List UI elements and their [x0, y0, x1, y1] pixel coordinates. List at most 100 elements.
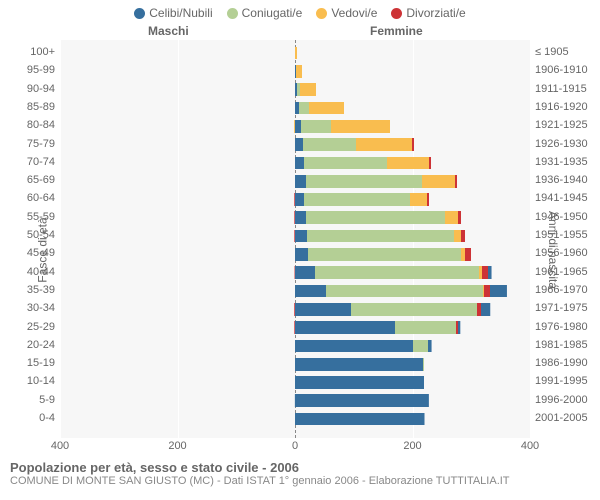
birth-label: 1911-1915: [535, 83, 600, 95]
column-headers: Maschi Femmine: [0, 24, 600, 40]
age-label: 20-24: [5, 339, 55, 351]
bar-seg-divorced: [458, 211, 461, 224]
birth-label: ≤ 1905: [535, 46, 600, 58]
birth-label: 1956-1960: [535, 247, 600, 259]
legend-item: Divorziati/e: [391, 6, 465, 20]
bar-seg-married: [306, 211, 446, 224]
bar-seg-divorced: [456, 321, 458, 334]
birth-label: 1936-1940: [535, 174, 600, 186]
age-label: 45-49: [5, 247, 55, 259]
bar-seg-married: [303, 138, 356, 151]
bar-seg-single: [295, 303, 351, 316]
bar-seg-single: [295, 321, 395, 334]
age-row: 65-691936-1940: [60, 174, 530, 188]
bar-seg-divorced: [455, 175, 457, 188]
age-row: 5-91996-2000: [60, 394, 530, 408]
gridline: [530, 40, 531, 438]
bar-female: [295, 120, 390, 133]
bar-seg-single: [295, 175, 306, 188]
bar-seg-widowed: [295, 47, 297, 60]
chart-subtitle: COMUNE DI MONTE SAN GIUSTO (MC) - Dati I…: [10, 475, 590, 487]
chart-container: Celibi/NubiliConiugati/eVedovi/eDivorzia…: [0, 0, 600, 500]
bar-female: [295, 230, 465, 243]
birth-label: 1921-1925: [535, 119, 600, 131]
bar-seg-married: [307, 230, 454, 243]
legend-swatch: [227, 8, 238, 19]
birth-label: 1951-1955: [535, 229, 600, 241]
age-label: 15-19: [5, 357, 55, 369]
bar-seg-married: [326, 285, 483, 298]
birth-label: 1946-1950: [535, 211, 600, 223]
bar-female: [295, 413, 411, 426]
age-row: 55-591946-1950: [60, 211, 530, 225]
birth-label: 2001-2005: [535, 412, 600, 424]
bar-seg-single: [295, 193, 304, 206]
bar-seg-married: [308, 248, 461, 261]
bar-female: [295, 138, 414, 151]
bar-female: [295, 285, 490, 298]
bar-seg-widowed: [410, 193, 426, 206]
bar-seg-divorced: [484, 285, 490, 298]
age-row: 75-791926-1930: [60, 138, 530, 152]
age-label: 90-94: [5, 83, 55, 95]
bar-seg-divorced: [427, 193, 429, 206]
bar-female: [295, 211, 461, 224]
bar-seg-single: [295, 157, 304, 170]
bar-seg-married: [304, 157, 386, 170]
birth-label: 1926-1930: [535, 138, 600, 150]
x-tick-label: 0: [292, 440, 298, 452]
bar-seg-single: [295, 413, 411, 426]
chart-footer: Popolazione per età, sesso e stato civil…: [0, 456, 600, 487]
bar-seg-single: [295, 376, 424, 389]
bar-female: [295, 248, 471, 261]
bar-female: [295, 358, 424, 371]
bar-seg-widowed: [296, 65, 302, 78]
birth-label: 1991-1995: [535, 375, 600, 387]
birth-label: 1996-2000: [535, 394, 600, 406]
bar-seg-single: [295, 211, 306, 224]
age-label: 0-4: [5, 412, 55, 424]
age-label: 35-39: [5, 284, 55, 296]
age-label: 80-84: [5, 119, 55, 131]
bar-seg-single: [295, 138, 303, 151]
age-label: 50-54: [5, 229, 55, 241]
legend-label: Celibi/Nubili: [149, 6, 212, 20]
age-label: 75-79: [5, 138, 55, 150]
age-label: 55-59: [5, 211, 55, 223]
bar-seg-married: [395, 321, 456, 334]
bar-seg-single: [295, 285, 326, 298]
bar-female: [295, 47, 297, 60]
bar-seg-single: [295, 230, 307, 243]
x-tick-label: 200: [403, 440, 421, 452]
bar-seg-widowed: [356, 138, 412, 151]
plot-area: 100+≤ 190595-991906-191090-941911-191585…: [60, 40, 530, 438]
age-row: 70-741931-1935: [60, 156, 530, 170]
x-tick-label: 400: [51, 440, 69, 452]
bar-seg-divorced: [461, 230, 465, 243]
bar-seg-married: [306, 175, 422, 188]
age-row: 25-291976-1980: [60, 321, 530, 335]
birth-label: 1971-1975: [535, 302, 600, 314]
bar-seg-widowed: [300, 83, 316, 96]
bar-female: [295, 65, 302, 78]
birth-label: 1976-1980: [535, 321, 600, 333]
age-label: 60-64: [5, 192, 55, 204]
bar-female: [295, 266, 488, 279]
bar-seg-single: [295, 248, 308, 261]
legend-swatch: [316, 8, 327, 19]
bar-female: [295, 321, 458, 334]
age-row: 100+≤ 1905: [60, 46, 530, 60]
female-header: Femmine: [370, 24, 423, 38]
legend-item: Vedovi/e: [316, 6, 377, 20]
birth-label: 1986-1990: [535, 357, 600, 369]
birth-label: 1916-1920: [535, 101, 600, 113]
bar-female: [295, 193, 429, 206]
age-label: 70-74: [5, 156, 55, 168]
bar-seg-widowed: [422, 175, 455, 188]
chart-legend: Celibi/NubiliConiugati/eVedovi/eDivorzia…: [0, 0, 600, 24]
bar-seg-divorced: [429, 157, 431, 170]
age-row: 20-241981-1985: [60, 339, 530, 353]
age-label: 30-34: [5, 302, 55, 314]
bar-seg-married: [423, 358, 424, 371]
birth-label: 1981-1985: [535, 339, 600, 351]
